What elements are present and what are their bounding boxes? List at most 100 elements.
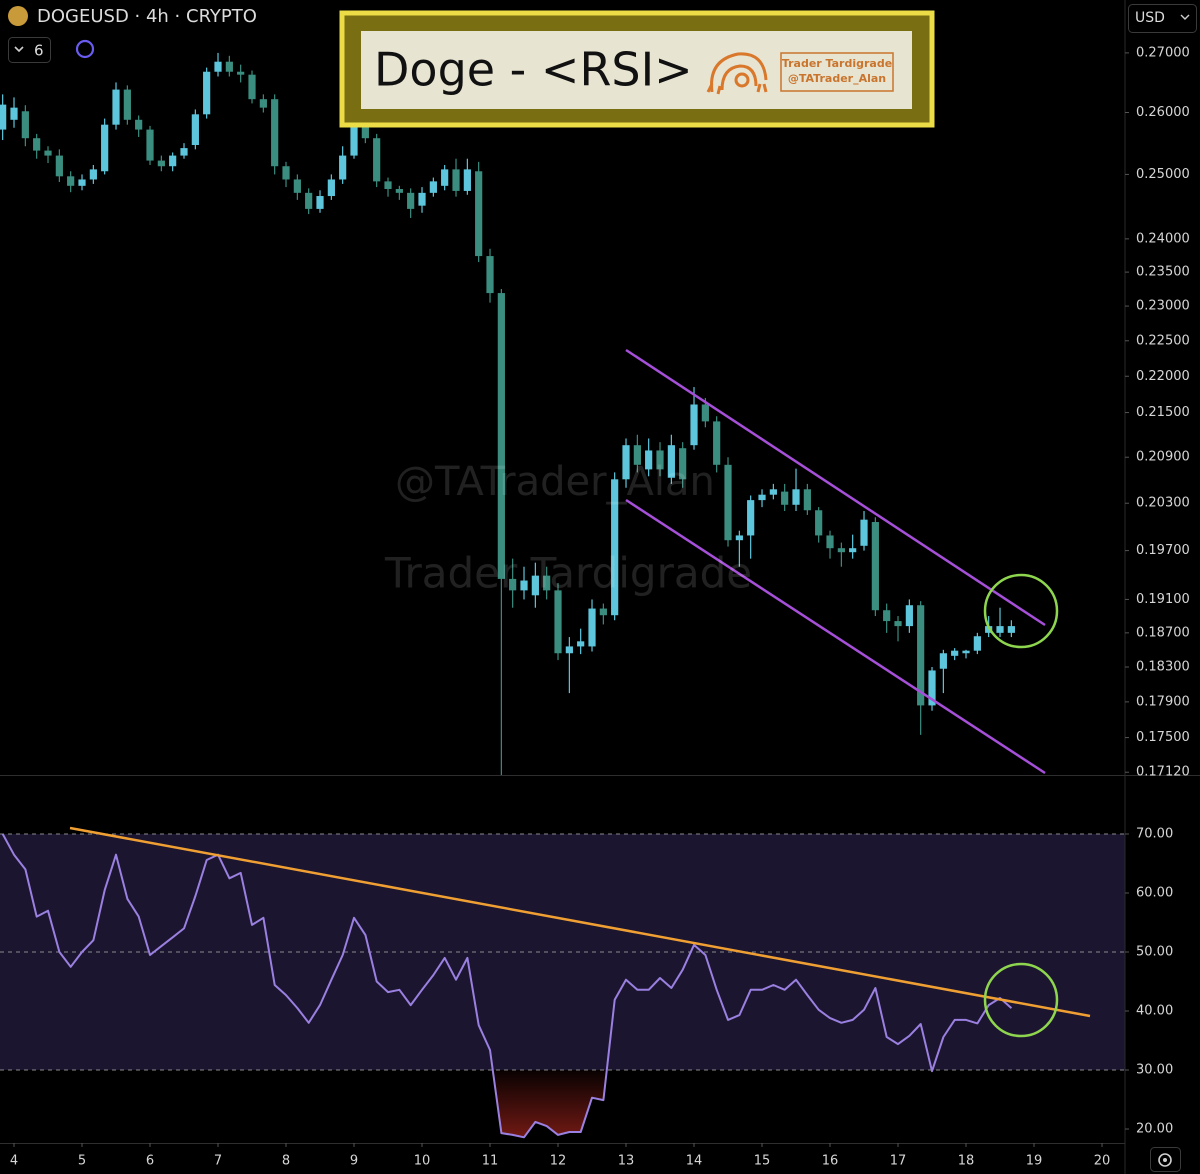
settings-icon-dot (1163, 1158, 1167, 1162)
oversold-area (492, 1070, 933, 1138)
candle-body (973, 636, 981, 651)
candle-body (282, 166, 290, 180)
candle-body (962, 650, 970, 654)
x-tick-label: 6 (146, 1154, 154, 1169)
candle-body (373, 138, 381, 182)
x-tick-label: 9 (350, 1154, 358, 1169)
candle-body (815, 510, 823, 536)
currency-chevron (1180, 14, 1190, 20)
x-tick-label: 20 (1094, 1154, 1111, 1169)
sync-ring (75, 39, 95, 59)
y-tick-label: 0.23000 (1136, 299, 1190, 314)
candle-body (463, 169, 471, 191)
rsi-trendline (69, 826, 1091, 1018)
candle-body (350, 114, 358, 156)
candle-body (599, 608, 607, 616)
candle-body (622, 445, 630, 480)
x-tick-label: 13 (618, 1154, 635, 1169)
currency-label: USD (1135, 10, 1165, 26)
candle-body (361, 117, 369, 139)
y-tick-label: 0.20300 (1136, 496, 1190, 511)
symbol-title[interactable]: DOGEUSD · 4h · CRYPTO (37, 6, 257, 27)
candle-body (101, 124, 109, 172)
y-tick-label: 0.19100 (1136, 592, 1190, 607)
layout-button[interactable] (8, 37, 51, 63)
candle-body (135, 119, 143, 130)
candle-body (565, 646, 573, 654)
y-tick-label: 70.00 (1136, 827, 1173, 842)
y-tick-label: 0.26000 (1136, 105, 1190, 120)
candle-body (871, 522, 879, 611)
x-tick-label: 14 (686, 1154, 703, 1169)
candle-body (667, 445, 675, 478)
candle-body (293, 179, 301, 193)
candle-body (10, 107, 18, 120)
price-pane (0, 52, 1015, 775)
candle-body (531, 575, 539, 596)
candle-body (939, 653, 947, 669)
candle-body (316, 196, 324, 209)
candle-body (486, 256, 494, 294)
candle-body (951, 650, 959, 656)
banner-badge (780, 52, 894, 92)
candle-body (509, 578, 517, 591)
x-tick-label: 18 (958, 1154, 975, 1169)
candle-body (180, 148, 188, 156)
candle-body (497, 293, 505, 579)
y-tick-label: 0.27000 (1136, 45, 1190, 60)
candle-body (123, 89, 131, 120)
symbol-icon (8, 6, 28, 26)
x-tick-label: 4 (10, 1154, 18, 1169)
candle-body (611, 479, 619, 616)
candle-body (271, 99, 279, 167)
candle-body (157, 160, 165, 167)
candle-body (191, 114, 199, 146)
x-tick-label: 5 (78, 1154, 86, 1169)
currency-button[interactable] (1128, 4, 1197, 33)
candle-body (89, 169, 97, 180)
banner-brand: Trader Tardigrade (782, 57, 892, 70)
candle-body (781, 491, 789, 505)
y-tick-label: 0.18300 (1136, 659, 1190, 674)
candle-body (248, 74, 256, 100)
candle-body (441, 169, 449, 186)
candle-body (577, 641, 585, 647)
breakout-circle (983, 573, 1059, 649)
candle-body (33, 138, 41, 151)
y-tick-label: 0.24000 (1136, 231, 1190, 246)
x-tick-label: 16 (822, 1154, 839, 1169)
x-tick-label: 10 (414, 1154, 431, 1169)
settings-frame (1150, 1147, 1181, 1172)
candle-body (554, 590, 562, 654)
candle-body (769, 489, 777, 495)
x-tick-label: 7 (214, 1154, 222, 1169)
candle-body (0, 104, 7, 130)
settings-button[interactable] (1150, 1147, 1181, 1172)
candle-body (894, 621, 902, 627)
sync-icon[interactable] (75, 39, 95, 59)
candle-body (543, 575, 551, 591)
x-tick-label: 19 (1026, 1154, 1043, 1169)
watermark-brand: Trader Tardigrade (384, 549, 752, 598)
candle-body (679, 448, 687, 480)
candle-body (67, 176, 75, 186)
candle-body (747, 500, 755, 536)
candle-body (860, 519, 868, 546)
x-tick-label: 12 (550, 1154, 567, 1169)
candle-body (237, 71, 245, 75)
candle-body (327, 179, 335, 197)
banner-handle: @TATrader_Alan (788, 72, 886, 85)
rsi-pane (0, 833, 1125, 1139)
candle-body (169, 155, 177, 167)
y-tick-label: 20.00 (1136, 1122, 1173, 1137)
y-tick-label: 0.23500 (1136, 265, 1190, 280)
channel-upper (625, 348, 1046, 627)
x-tick-label: 17 (890, 1154, 907, 1169)
settings-icon (1158, 1153, 1172, 1167)
y-tick-label: 50.00 (1136, 945, 1173, 960)
layout-count: 6 (34, 42, 44, 60)
candle-body (588, 608, 596, 647)
